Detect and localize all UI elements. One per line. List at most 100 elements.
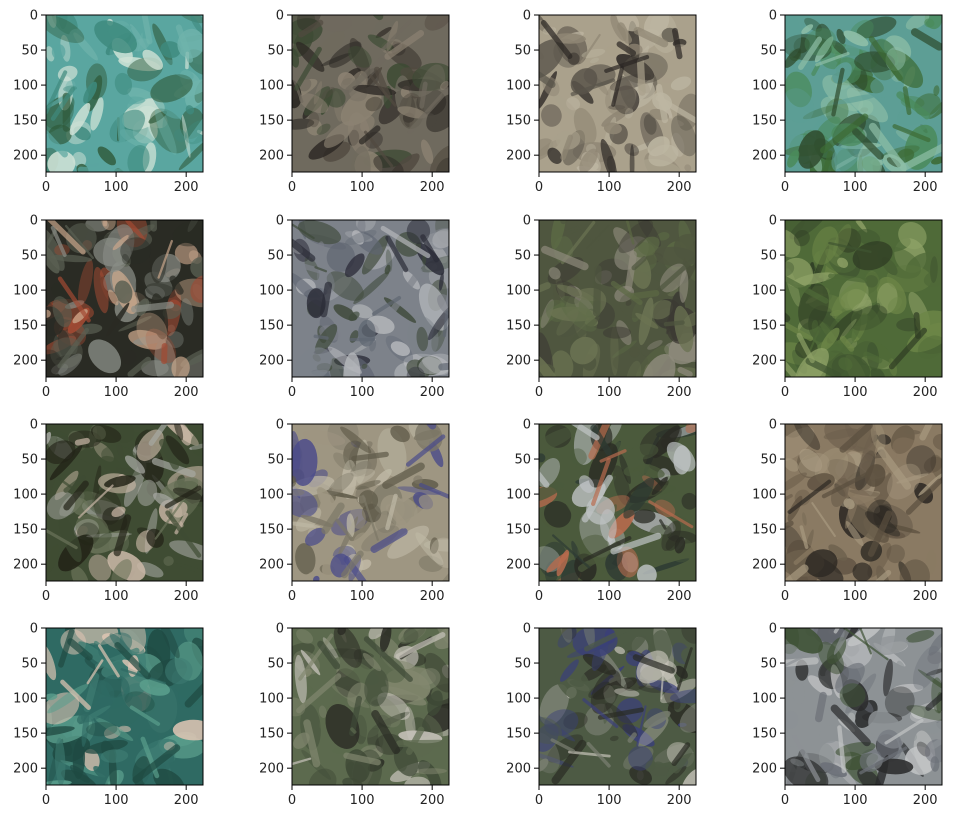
texture-patch — [785, 756, 829, 785]
texture-stroke — [839, 424, 873, 453]
y-tick-label: 50 — [21, 657, 38, 672]
texture-patch — [581, 48, 606, 58]
texture-patch — [930, 756, 940, 772]
texture-patch — [190, 275, 203, 303]
panel-image — [539, 15, 696, 172]
texture-patch — [648, 144, 679, 167]
texture-stroke — [363, 636, 413, 683]
texture-patch — [802, 444, 836, 461]
texture-patch — [184, 628, 203, 647]
texture-patch — [364, 668, 389, 707]
texture-stroke — [371, 710, 401, 755]
texture-patch — [83, 748, 100, 771]
texture-patch — [361, 525, 399, 552]
texture-stroke — [148, 424, 169, 446]
texture-patch — [292, 438, 318, 486]
texture-patch — [427, 690, 443, 716]
texture-patch — [925, 721, 942, 734]
texture-patch — [397, 106, 427, 119]
texture-patch — [813, 628, 845, 645]
x-tick-label: 0 — [288, 385, 296, 400]
texture-patch — [798, 283, 829, 330]
texture-patch — [561, 628, 577, 640]
axes-frame — [784, 627, 943, 786]
texture-patch — [46, 243, 60, 274]
texture-patch — [418, 494, 445, 515]
texture-patch — [850, 306, 881, 342]
panel-r3c3: 0 100 200 0 50 100 150 200 — [506, 418, 697, 604]
texture-patch — [661, 475, 671, 494]
texture-patch — [930, 256, 938, 283]
texture-patch — [426, 227, 449, 250]
texture-patch — [132, 424, 163, 431]
texture-patch — [679, 270, 689, 303]
y-tick-label: 200 — [13, 354, 38, 369]
texture-patch — [180, 346, 203, 367]
panel-image — [539, 424, 696, 581]
texture-patch — [899, 559, 930, 581]
texture-stroke — [86, 659, 104, 685]
texture-stroke — [551, 739, 587, 785]
texture-patch — [387, 525, 430, 559]
texture-patch — [539, 684, 569, 726]
texture-patch — [849, 489, 883, 497]
texture-patch — [347, 682, 368, 708]
texture-patch — [167, 331, 184, 349]
texture-patch — [625, 300, 632, 306]
texture-patch — [295, 543, 316, 575]
y-tick-label: 50 — [760, 44, 777, 59]
y-tick-label: 100 — [259, 284, 284, 299]
y-tick-label: 200 — [259, 762, 284, 777]
texture-patch — [906, 705, 942, 721]
texture-patch — [785, 710, 799, 729]
texture-stroke — [196, 129, 203, 136]
texture-patch — [426, 93, 449, 133]
y-tick-label: 150 — [752, 114, 777, 129]
texture-patch — [912, 645, 941, 690]
panel-image — [785, 628, 942, 785]
texture-patch — [566, 97, 581, 111]
texture-patch — [327, 472, 354, 496]
texture-patch — [128, 224, 155, 240]
y-tick-label: 0 — [276, 214, 284, 229]
texture-patch — [437, 294, 449, 317]
y-tick-label: 150 — [259, 114, 284, 129]
texture-stroke — [663, 320, 685, 327]
texture-patch — [100, 749, 129, 763]
texture-stroke — [839, 335, 855, 352]
y-tick-label: 150 — [259, 319, 284, 334]
texture-patch — [799, 448, 823, 472]
texture-stroke — [420, 234, 440, 263]
texture-stroke — [371, 295, 402, 316]
texture-stroke — [97, 644, 120, 678]
texture-patch — [52, 296, 73, 328]
y-tick-label: 200 — [506, 149, 531, 164]
texture-patch — [600, 138, 618, 172]
texture-patch — [352, 230, 364, 245]
texture-patch — [365, 96, 383, 112]
texture-stroke — [892, 124, 931, 143]
texture-stroke — [611, 65, 625, 107]
texture-patch — [785, 48, 802, 68]
texture-patch — [340, 78, 368, 102]
texture-patch — [652, 425, 680, 459]
texture-patch — [321, 86, 335, 100]
texture-patch — [807, 675, 833, 696]
texture-patch — [178, 137, 203, 171]
texture-patch — [904, 429, 921, 435]
texture-patch — [563, 712, 588, 730]
texture-patch — [681, 628, 696, 644]
texture-stroke — [303, 719, 321, 768]
texture-patch — [811, 319, 819, 333]
y-tick-label: 100 — [752, 488, 777, 503]
texture-stroke — [83, 672, 100, 713]
y-tick-label: 200 — [752, 149, 777, 164]
texture-patch — [124, 455, 146, 474]
x-tick-label: 100 — [843, 385, 868, 400]
texture-stroke — [648, 500, 694, 529]
texture-patch — [159, 628, 180, 659]
texture-patch — [430, 537, 449, 569]
texture-patch — [190, 15, 203, 35]
texture-stroke — [188, 117, 203, 143]
texture-patch — [295, 347, 332, 377]
